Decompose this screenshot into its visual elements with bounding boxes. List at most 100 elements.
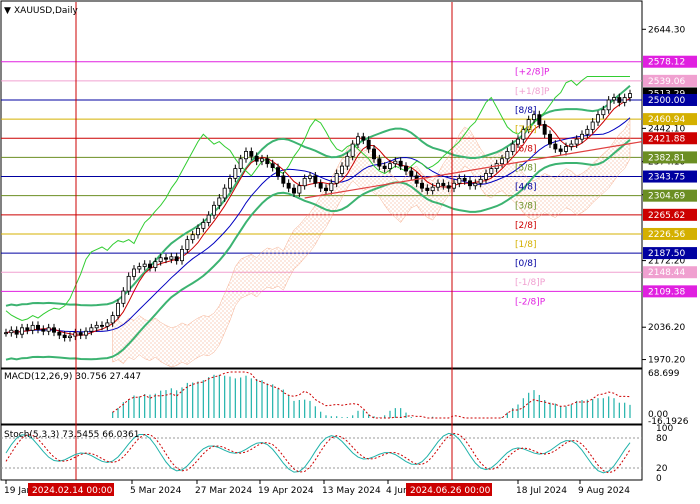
murrey-label: [8/8] bbox=[515, 106, 537, 116]
candle-body bbox=[36, 324, 40, 330]
candle-body bbox=[62, 334, 67, 339]
support-trendline bbox=[304, 141, 643, 199]
price-label-text: 2460.94 bbox=[648, 115, 685, 125]
candle-body bbox=[404, 165, 408, 172]
price-label-text: 2187.50 bbox=[648, 249, 685, 259]
candle-body bbox=[388, 163, 392, 169]
time-highlight-box bbox=[28, 483, 114, 496]
candle-body bbox=[590, 121, 595, 130]
candle-body bbox=[313, 175, 318, 184]
price-label-text: 2226.56 bbox=[648, 230, 685, 240]
candle-body bbox=[286, 182, 291, 189]
candle-body bbox=[409, 170, 414, 177]
price-label-text: 2109.38 bbox=[648, 287, 685, 297]
ichimoku-cloud bbox=[112, 119, 631, 368]
candle-body bbox=[366, 139, 371, 150]
candle-body bbox=[174, 256, 179, 262]
candle-body bbox=[222, 187, 227, 199]
price-label-text: 2265.62 bbox=[648, 211, 685, 221]
candle-body bbox=[116, 302, 120, 316]
candle-body bbox=[238, 158, 243, 169]
murrey-label: [+2/8]P bbox=[515, 68, 550, 78]
candle-body bbox=[484, 173, 488, 180]
stoch-main-line bbox=[5, 432, 631, 474]
candle-body bbox=[137, 266, 142, 270]
candle-body bbox=[596, 114, 600, 123]
price-label-box bbox=[643, 285, 697, 298]
candle-body bbox=[558, 148, 563, 152]
candle-body bbox=[356, 136, 360, 145]
tenkan-line bbox=[5, 97, 631, 336]
murrey-label: [5/8] bbox=[515, 163, 537, 173]
candle-body bbox=[361, 136, 366, 141]
candle-body bbox=[244, 151, 248, 160]
candle-body bbox=[532, 114, 536, 120]
stoch-tick-label: 20 bbox=[656, 464, 668, 474]
price-label-box bbox=[643, 266, 697, 279]
menu-glyph[interactable]: ▼ bbox=[4, 6, 11, 16]
time-tick-label: 18 Jul 2024 bbox=[516, 486, 567, 496]
candle-body bbox=[521, 128, 526, 140]
murrey-label: [2/8] bbox=[515, 221, 537, 231]
candle-body bbox=[308, 175, 312, 179]
stoch-signal-line bbox=[5, 432, 631, 474]
candle-body bbox=[302, 177, 307, 187]
price-label-box bbox=[643, 74, 697, 87]
price-label-box bbox=[643, 113, 697, 126]
candle-body bbox=[622, 97, 627, 103]
candle-body bbox=[25, 327, 30, 331]
price-tick-label: 1970.20 bbox=[648, 356, 685, 366]
price-label-text: 2421.88 bbox=[648, 134, 685, 144]
candle-body bbox=[334, 173, 339, 184]
candle-body bbox=[68, 335, 72, 339]
vertical-markers bbox=[75, 2, 453, 480]
candle-body bbox=[180, 249, 184, 262]
time-tick-label: 27 Mar 2024 bbox=[195, 486, 252, 496]
candle-body bbox=[100, 324, 104, 327]
murrey-label: [1/8] bbox=[515, 240, 537, 250]
candle-body bbox=[73, 332, 78, 337]
price-label-text: 2539.06 bbox=[648, 77, 685, 87]
murrey-label: [6/8] bbox=[515, 144, 537, 154]
bollinger-upper-line bbox=[5, 85, 631, 307]
candle-body bbox=[89, 327, 94, 332]
candle-body bbox=[452, 182, 456, 189]
stoch-tick-label: 0 bbox=[656, 474, 662, 484]
chart-title: XAUUSD,Daily bbox=[14, 6, 78, 16]
candle-body bbox=[153, 261, 158, 268]
candle-body bbox=[382, 165, 387, 169]
candle-body bbox=[265, 158, 270, 165]
candle-body bbox=[420, 182, 424, 189]
candle-body bbox=[372, 148, 376, 160]
candle-body bbox=[158, 257, 163, 263]
candle-body bbox=[569, 143, 574, 147]
time-tick-label: 5 Mar 2024 bbox=[130, 486, 182, 496]
candle-body bbox=[441, 182, 446, 187]
candle-body bbox=[329, 182, 334, 192]
price-tick-label: 2036.20 bbox=[648, 323, 685, 333]
candle-body bbox=[516, 138, 520, 145]
candle-body bbox=[228, 177, 232, 189]
candle-body bbox=[196, 227, 200, 236]
murrey-label: [7/8] bbox=[515, 125, 537, 135]
candle-body bbox=[324, 187, 328, 192]
candle-body bbox=[212, 204, 216, 216]
candle-body bbox=[249, 151, 254, 157]
macd-tick-label: -16.1926 bbox=[648, 417, 689, 427]
candle-body bbox=[281, 175, 286, 184]
time-highlight-text: 2024.02.14 00:00 bbox=[32, 486, 113, 496]
candle-body bbox=[260, 158, 264, 162]
candle-body bbox=[206, 214, 211, 223]
candle-body bbox=[505, 151, 510, 160]
candle-body bbox=[462, 177, 467, 182]
candle-body bbox=[185, 239, 190, 250]
candle-body bbox=[4, 332, 8, 335]
macd-panel: 68.699 0.00-16.1926 bbox=[112, 369, 689, 427]
candle-body bbox=[20, 327, 24, 335]
murrey-label: [-2/8]P bbox=[515, 297, 546, 307]
candle-body bbox=[169, 256, 174, 260]
